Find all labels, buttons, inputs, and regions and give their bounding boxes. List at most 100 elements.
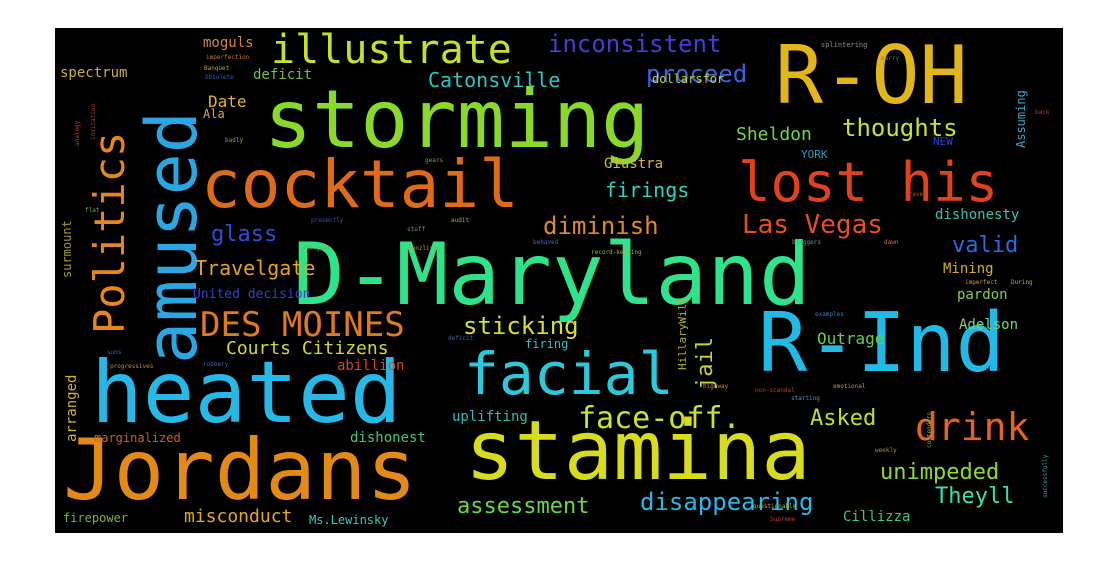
word-r-ind: R-Ind bbox=[758, 296, 1005, 391]
word-stuff: stuff bbox=[407, 226, 426, 233]
word-cillizza: Cillizza bbox=[843, 509, 911, 525]
word-bloggers: bloggers bbox=[792, 239, 821, 246]
word-dawn: dawn bbox=[884, 239, 899, 246]
word-moguls: moguls bbox=[203, 35, 254, 51]
word-proceed: proceed bbox=[646, 60, 748, 88]
word-des-moines: DES MOINES bbox=[200, 305, 405, 345]
word-record-keeping: record-keeping bbox=[591, 249, 642, 256]
word-glass: glass bbox=[211, 222, 278, 247]
word-pardon: pardon bbox=[957, 287, 1008, 303]
word-sheldon: Sheldon bbox=[736, 124, 812, 145]
word-successfully: successfully bbox=[1042, 454, 1049, 498]
word-splintering: splintering bbox=[821, 41, 868, 49]
word-politics: Politics bbox=[85, 131, 134, 334]
word-facial: facial bbox=[464, 340, 674, 408]
word-r-oh: R-OH bbox=[775, 29, 968, 122]
word-stamina: stamina bbox=[465, 404, 811, 499]
word-presently: presently bbox=[311, 217, 344, 224]
word-arranged: arranged bbox=[64, 374, 80, 442]
word-imperfect: imperfect bbox=[965, 279, 998, 286]
word-invitation: invitation bbox=[90, 103, 97, 140]
word-d-maryland: D-Maryland bbox=[293, 225, 811, 325]
word-adelson: Adelson bbox=[959, 317, 1019, 333]
word-badly: badly bbox=[225, 137, 244, 144]
word-las-vegas: Las Vegas bbox=[742, 210, 883, 240]
word-firings: firings bbox=[605, 178, 690, 202]
word-spectrum: spectrum bbox=[60, 65, 128, 81]
word-courts-citizens: Courts Citizens bbox=[226, 338, 389, 359]
word-supreme: Supreme bbox=[770, 516, 796, 523]
word-unimpeded: unimpeded bbox=[880, 460, 1000, 485]
word-york: YORK bbox=[801, 148, 828, 161]
word-obsolete: Obsolete bbox=[205, 74, 234, 81]
word-weekly: weekly bbox=[875, 447, 897, 454]
word-illustrate: illustrate bbox=[271, 28, 512, 73]
word-starting: starting bbox=[791, 395, 820, 402]
word-new: NEW bbox=[933, 135, 953, 148]
word-analogy: analogy bbox=[74, 120, 81, 146]
word-imperfection: imperfection bbox=[206, 54, 250, 61]
word-surmount: surmount bbox=[60, 220, 74, 278]
word-non-scandal: non-scandal bbox=[755, 387, 795, 394]
word-gears: gears bbox=[425, 157, 444, 164]
word-carry: carry bbox=[881, 55, 900, 62]
word-during: During bbox=[1011, 279, 1033, 286]
word-contenders: contenders bbox=[926, 411, 933, 448]
word-ala: Ala bbox=[203, 107, 225, 121]
word-emotional: emotional bbox=[833, 383, 866, 390]
word-cloud: D-Maryland storming stamina heated Jorda… bbox=[55, 28, 1063, 533]
word-flat: flat bbox=[85, 207, 100, 214]
word-theyll: Theyll bbox=[935, 484, 1015, 509]
word-catonsville: Catonsville bbox=[428, 68, 561, 92]
word-mining: Mining bbox=[943, 261, 994, 277]
word-firepower: firepower bbox=[63, 511, 129, 525]
word-dollarsfor: dollarsfor bbox=[652, 72, 725, 86]
word-date: Date bbox=[208, 92, 247, 111]
word-asked: Asked bbox=[810, 406, 877, 431]
word-diminish: diminish bbox=[543, 212, 659, 240]
word-cocktail: cocktail bbox=[201, 146, 519, 223]
word-inconsistent: inconsistent bbox=[548, 30, 722, 58]
word-face-off: face-off. bbox=[578, 401, 741, 436]
word-hillarywill: HillaryWill bbox=[676, 297, 689, 370]
word-drink: drink bbox=[915, 405, 1030, 449]
word-deficit: deficit bbox=[253, 67, 313, 83]
word-dishonesty: dishonesty bbox=[935, 207, 1020, 223]
word-assuming: Assuming bbox=[1014, 90, 1028, 148]
word-outrage: Outrage bbox=[817, 329, 885, 348]
word-assessment: assessment bbox=[457, 494, 590, 519]
word-back: back bbox=[1035, 109, 1050, 116]
word-robbery: robbery bbox=[203, 361, 229, 368]
word-hanzlirug: hanzlirug bbox=[408, 245, 441, 252]
word-firing: firing bbox=[525, 337, 569, 351]
word-audit: audit bbox=[451, 217, 470, 224]
word-marginalized: marginalized bbox=[94, 431, 181, 445]
word-united-decision: United decision bbox=[193, 287, 311, 302]
word-progressives: progressives bbox=[110, 363, 154, 370]
word-sticking: sticking bbox=[463, 312, 579, 340]
word-uplifting: uplifting bbox=[452, 409, 528, 425]
word-dishonest: dishonest bbox=[350, 430, 426, 446]
word-disappearing: disappearing bbox=[640, 488, 814, 516]
word-heated: heated bbox=[91, 343, 402, 443]
word-lost-his: lost his bbox=[738, 151, 999, 214]
word-thoughts: thoughts bbox=[842, 114, 958, 142]
word-examples: examples bbox=[815, 311, 844, 318]
word-storming: storming bbox=[264, 73, 650, 166]
word-banquet: Banquet bbox=[204, 65, 230, 72]
word-questionable: questionable bbox=[753, 503, 797, 510]
word-behaved: behaved bbox=[533, 239, 559, 246]
word-amused: amused bbox=[131, 111, 213, 364]
word-misconduct: misconduct bbox=[184, 506, 293, 527]
word-ms-lewinsky: Ms.Lewinsky bbox=[309, 513, 389, 527]
word-travelgate: Travelgate bbox=[195, 256, 316, 280]
word-deficit-small: deficit bbox=[448, 335, 474, 342]
word-highway: highway bbox=[703, 383, 729, 390]
word-jordans: Jordans bbox=[63, 421, 418, 519]
word-travel: travel bbox=[905, 191, 927, 198]
word-giustra: Giustra bbox=[604, 156, 664, 172]
word-valid: valid bbox=[952, 233, 1019, 258]
word-abillion: abillion bbox=[337, 358, 405, 374]
word-sums: sums bbox=[107, 349, 122, 356]
word-off-year: off-year bbox=[302, 245, 331, 252]
